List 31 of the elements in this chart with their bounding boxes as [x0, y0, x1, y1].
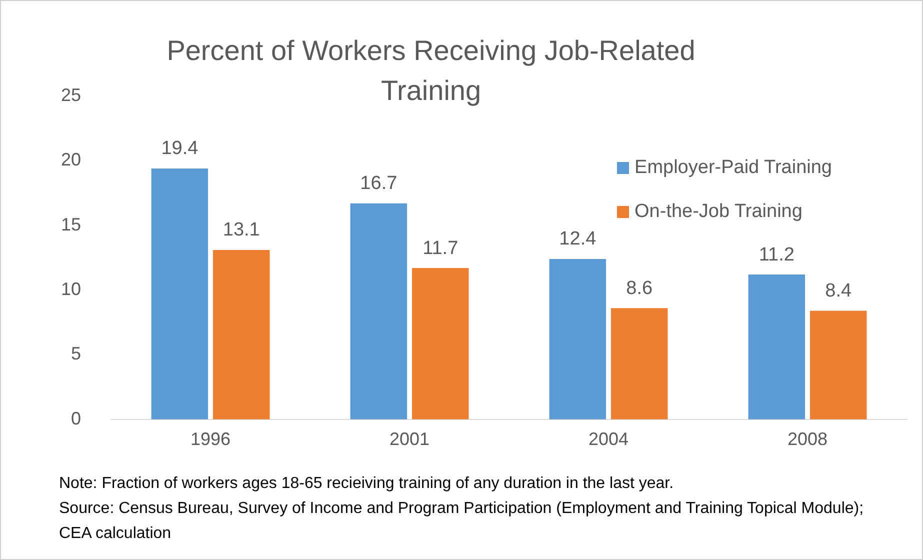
source-note: Source: Census Bureau, Survey of Income and Program Participation (Employment and Training Topical Module); CEA calculation [59, 499, 865, 544]
data-label: 8.6 [626, 278, 653, 299]
data-label: 11.7 [422, 238, 458, 259]
x-tick-label: 2004 [588, 429, 629, 450]
bar [549, 258, 606, 420]
y-tick-label: 0 [71, 408, 82, 428]
bar [610, 308, 668, 420]
bar [151, 168, 208, 420]
y-tick-label: 25 [60, 84, 82, 105]
bar [212, 250, 270, 420]
y-tick-label: 5 [71, 344, 82, 364]
data-label: 11.2 [758, 244, 794, 266]
data-label: 8.4 [825, 280, 852, 302]
data-label: 13.1 [222, 220, 260, 241]
bar [748, 274, 806, 420]
data-label: 19.4 [161, 138, 199, 160]
chart-title: Percent of Workers Receiving Job-Related Training [166, 34, 696, 108]
text: Note: Fraction of workers ages 18-65 recieiving training of any duration in the last year. [59, 474, 675, 494]
y-tick-label: 10 [60, 279, 82, 300]
legend-label: Employer-Paid Training [634, 157, 832, 179]
x-tick-label: 2008 [787, 429, 828, 450]
bar [412, 268, 469, 420]
data-label: 12.4 [559, 228, 597, 250]
y-tick-label: 20 [60, 150, 82, 170]
legend-label: On-the-Job Training [634, 201, 802, 223]
bar [810, 310, 867, 420]
x-tick-label: 1996 [190, 429, 231, 450]
bar [350, 203, 408, 420]
x-tick-label: 2001 [389, 429, 430, 450]
y-tick-label: 15 [60, 214, 82, 234]
data-label: 16.7 [360, 173, 398, 194]
